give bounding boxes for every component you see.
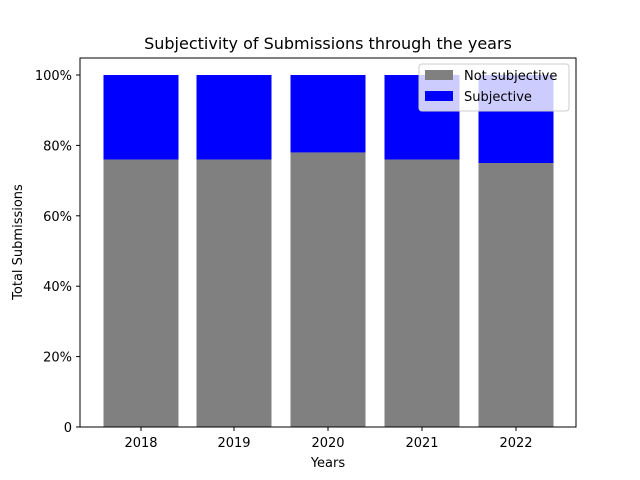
y-tick-label: 0 xyxy=(64,421,72,436)
bar-2018-not-subjective xyxy=(103,159,179,428)
x-ticks-layer: 2018 2019 2020 2021 2022 xyxy=(124,427,533,451)
bar-2019-subjective xyxy=(196,75,272,160)
legend: Not subjective Subjective xyxy=(418,63,570,112)
x-tick-label: 2021 xyxy=(405,436,438,451)
x-tick-label: 2020 xyxy=(311,436,344,451)
bar-2021-not-subjective xyxy=(384,159,460,428)
legend-label-not-subjective: Not subjective xyxy=(464,69,557,84)
chart-title: Subjectivity of Submissions through the … xyxy=(144,34,512,53)
y-tick-label: 20% xyxy=(43,351,72,366)
x-tick-label: 2019 xyxy=(217,436,250,451)
legend-swatch-not-subjective xyxy=(425,70,453,80)
x-axis-label: Years xyxy=(310,456,346,471)
legend-swatch-subjective xyxy=(425,91,453,101)
x-tick-label: 2022 xyxy=(499,436,532,451)
y-tick-label: 100% xyxy=(35,69,72,84)
y-ticks-layer: 0 20% 40% 60% 80% 100% xyxy=(35,69,80,436)
bar-2022-not-subjective xyxy=(478,163,554,427)
bar-2019-not-subjective xyxy=(196,159,272,428)
legend-frame xyxy=(418,63,570,112)
bar-2020-not-subjective xyxy=(290,152,366,427)
bar-2020-subjective xyxy=(290,75,366,153)
x-tick-label: 2018 xyxy=(124,436,157,451)
bar-2018-subjective xyxy=(103,75,179,160)
y-tick-label: 80% xyxy=(43,139,72,154)
y-tick-label: 60% xyxy=(43,210,72,225)
bars-layer xyxy=(103,75,554,428)
y-axis-label: Total Submissions xyxy=(11,184,26,301)
legend-label-subjective: Subjective xyxy=(464,90,532,105)
y-tick-label: 40% xyxy=(43,280,72,295)
